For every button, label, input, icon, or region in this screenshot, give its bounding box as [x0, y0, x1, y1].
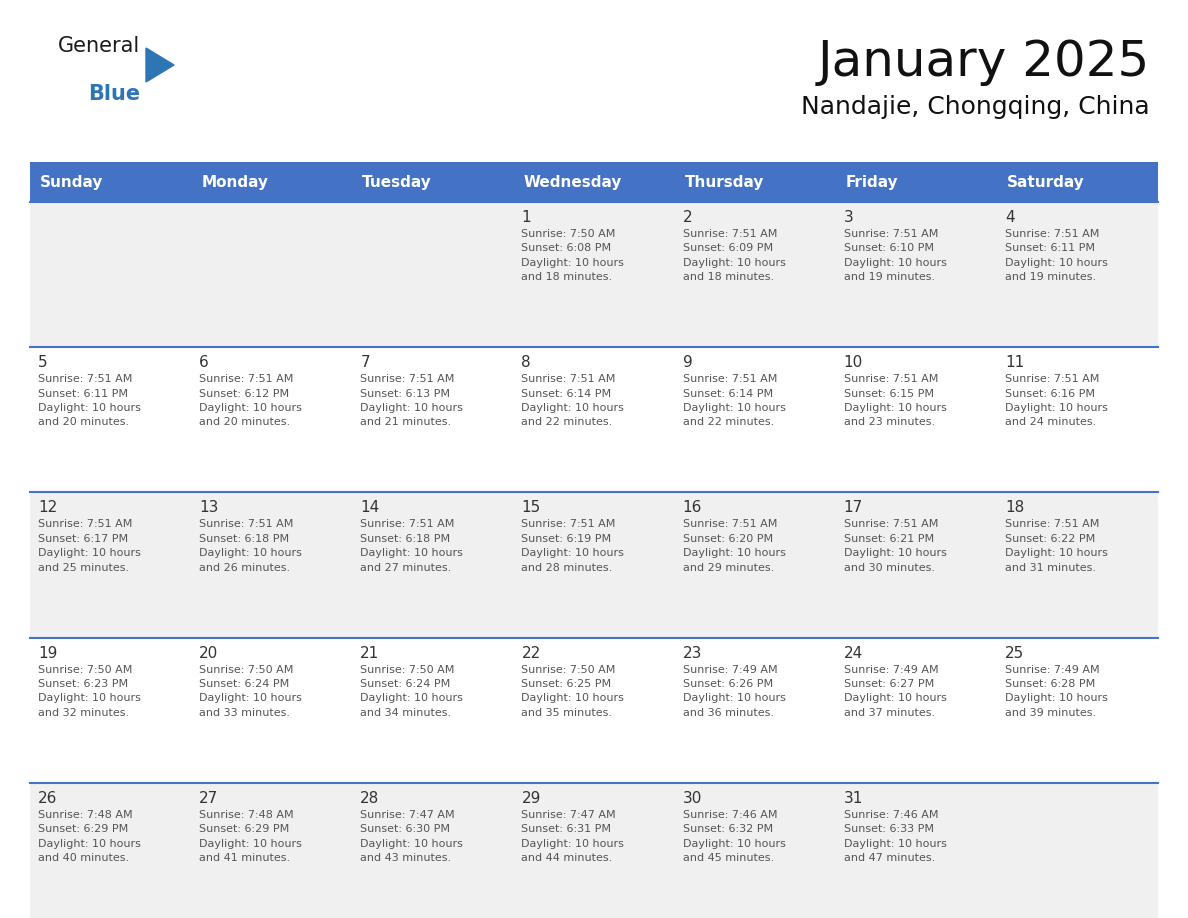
Text: Nandajie, Chongqing, China: Nandajie, Chongqing, China [802, 95, 1150, 119]
Text: 7: 7 [360, 355, 369, 370]
Text: Friday: Friday [846, 174, 898, 189]
Bar [30, 347, 1158, 492]
Text: 18: 18 [1005, 500, 1024, 515]
Text: 3: 3 [843, 210, 853, 225]
Text: Sunrise: 7:51 AM
Sunset: 6:09 PM
Daylight: 10 hours
and 18 minutes.: Sunrise: 7:51 AM Sunset: 6:09 PM Dayligh… [683, 229, 785, 282]
Text: Sunrise: 7:51 AM
Sunset: 6:10 PM
Daylight: 10 hours
and 19 minutes.: Sunrise: 7:51 AM Sunset: 6:10 PM Dayligh… [843, 229, 947, 282]
Polygon shape [146, 48, 173, 82]
Text: 8: 8 [522, 355, 531, 370]
Text: Sunrise: 7:51 AM
Sunset: 6:20 PM
Daylight: 10 hours
and 29 minutes.: Sunrise: 7:51 AM Sunset: 6:20 PM Dayligh… [683, 520, 785, 573]
Text: Sunrise: 7:47 AM
Sunset: 6:30 PM
Daylight: 10 hours
and 43 minutes.: Sunrise: 7:47 AM Sunset: 6:30 PM Dayligh… [360, 810, 463, 863]
Text: 15: 15 [522, 500, 541, 515]
Text: 19: 19 [38, 645, 57, 661]
Text: Sunrise: 7:50 AM
Sunset: 6:24 PM
Daylight: 10 hours
and 33 minutes.: Sunrise: 7:50 AM Sunset: 6:24 PM Dayligh… [200, 665, 302, 718]
Text: Sunrise: 7:51 AM
Sunset: 6:17 PM
Daylight: 10 hours
and 25 minutes.: Sunrise: 7:51 AM Sunset: 6:17 PM Dayligh… [38, 520, 141, 573]
Text: Sunrise: 7:51 AM
Sunset: 6:14 PM
Daylight: 10 hours
and 22 minutes.: Sunrise: 7:51 AM Sunset: 6:14 PM Dayligh… [683, 375, 785, 428]
Text: Blue: Blue [88, 84, 140, 104]
Bar [30, 783, 1158, 918]
Text: 12: 12 [38, 500, 57, 515]
Text: 21: 21 [360, 645, 379, 661]
Text: 5: 5 [38, 355, 48, 370]
Text: Sunrise: 7:51 AM
Sunset: 6:22 PM
Daylight: 10 hours
and 31 minutes.: Sunrise: 7:51 AM Sunset: 6:22 PM Dayligh… [1005, 520, 1107, 573]
Text: Wednesday: Wednesday [524, 174, 621, 189]
Text: 13: 13 [200, 500, 219, 515]
Text: 2: 2 [683, 210, 693, 225]
Text: 29: 29 [522, 790, 541, 806]
Text: 17: 17 [843, 500, 862, 515]
Text: 31: 31 [843, 790, 864, 806]
Text: 11: 11 [1005, 355, 1024, 370]
Text: Sunrise: 7:51 AM
Sunset: 6:12 PM
Daylight: 10 hours
and 20 minutes.: Sunrise: 7:51 AM Sunset: 6:12 PM Dayligh… [200, 375, 302, 428]
Text: 6: 6 [200, 355, 209, 370]
Text: Sunrise: 7:46 AM
Sunset: 6:32 PM
Daylight: 10 hours
and 45 minutes.: Sunrise: 7:46 AM Sunset: 6:32 PM Dayligh… [683, 810, 785, 863]
Text: Sunrise: 7:51 AM
Sunset: 6:11 PM
Daylight: 10 hours
and 19 minutes.: Sunrise: 7:51 AM Sunset: 6:11 PM Dayligh… [1005, 229, 1107, 282]
Text: January 2025: January 2025 [817, 38, 1150, 86]
Text: Sunrise: 7:47 AM
Sunset: 6:31 PM
Daylight: 10 hours
and 44 minutes.: Sunrise: 7:47 AM Sunset: 6:31 PM Dayligh… [522, 810, 625, 863]
Text: Sunrise: 7:49 AM
Sunset: 6:26 PM
Daylight: 10 hours
and 36 minutes.: Sunrise: 7:49 AM Sunset: 6:26 PM Dayligh… [683, 665, 785, 718]
Text: Sunrise: 7:51 AM
Sunset: 6:13 PM
Daylight: 10 hours
and 21 minutes.: Sunrise: 7:51 AM Sunset: 6:13 PM Dayligh… [360, 375, 463, 428]
Text: 27: 27 [200, 790, 219, 806]
Text: 24: 24 [843, 645, 862, 661]
Text: Sunrise: 7:50 AM
Sunset: 6:08 PM
Daylight: 10 hours
and 18 minutes.: Sunrise: 7:50 AM Sunset: 6:08 PM Dayligh… [522, 229, 625, 282]
Text: Sunrise: 7:51 AM
Sunset: 6:15 PM
Daylight: 10 hours
and 23 minutes.: Sunrise: 7:51 AM Sunset: 6:15 PM Dayligh… [843, 375, 947, 428]
Text: Sunrise: 7:48 AM
Sunset: 6:29 PM
Daylight: 10 hours
and 41 minutes.: Sunrise: 7:48 AM Sunset: 6:29 PM Dayligh… [200, 810, 302, 863]
Text: 22: 22 [522, 645, 541, 661]
Text: 16: 16 [683, 500, 702, 515]
Text: Sunrise: 7:49 AM
Sunset: 6:27 PM
Daylight: 10 hours
and 37 minutes.: Sunrise: 7:49 AM Sunset: 6:27 PM Dayligh… [843, 665, 947, 718]
Text: Saturday: Saturday [1007, 174, 1085, 189]
Text: 20: 20 [200, 645, 219, 661]
Text: 1: 1 [522, 210, 531, 225]
Bar [30, 638, 1158, 783]
Text: 25: 25 [1005, 645, 1024, 661]
Bar [30, 202, 1158, 347]
Text: 10: 10 [843, 355, 862, 370]
Text: Sunrise: 7:50 AM
Sunset: 6:23 PM
Daylight: 10 hours
and 32 minutes.: Sunrise: 7:50 AM Sunset: 6:23 PM Dayligh… [38, 665, 141, 718]
Text: Sunrise: 7:51 AM
Sunset: 6:18 PM
Daylight: 10 hours
and 27 minutes.: Sunrise: 7:51 AM Sunset: 6:18 PM Dayligh… [360, 520, 463, 573]
Text: 14: 14 [360, 500, 379, 515]
Text: Sunday: Sunday [40, 174, 103, 189]
Bar [30, 492, 1158, 638]
Text: Sunrise: 7:51 AM
Sunset: 6:14 PM
Daylight: 10 hours
and 22 minutes.: Sunrise: 7:51 AM Sunset: 6:14 PM Dayligh… [522, 375, 625, 428]
Text: 28: 28 [360, 790, 379, 806]
Text: Sunrise: 7:50 AM
Sunset: 6:24 PM
Daylight: 10 hours
and 34 minutes.: Sunrise: 7:50 AM Sunset: 6:24 PM Dayligh… [360, 665, 463, 718]
Text: Sunrise: 7:51 AM
Sunset: 6:11 PM
Daylight: 10 hours
and 20 minutes.: Sunrise: 7:51 AM Sunset: 6:11 PM Dayligh… [38, 375, 141, 428]
Text: Sunrise: 7:49 AM
Sunset: 6:28 PM
Daylight: 10 hours
and 39 minutes.: Sunrise: 7:49 AM Sunset: 6:28 PM Dayligh… [1005, 665, 1107, 718]
Text: 30: 30 [683, 790, 702, 806]
Text: Sunrise: 7:46 AM
Sunset: 6:33 PM
Daylight: 10 hours
and 47 minutes.: Sunrise: 7:46 AM Sunset: 6:33 PM Dayligh… [843, 810, 947, 863]
Text: Monday: Monday [201, 174, 268, 189]
Text: Sunrise: 7:51 AM
Sunset: 6:18 PM
Daylight: 10 hours
and 26 minutes.: Sunrise: 7:51 AM Sunset: 6:18 PM Dayligh… [200, 520, 302, 573]
Text: 9: 9 [683, 355, 693, 370]
Text: Sunrise: 7:48 AM
Sunset: 6:29 PM
Daylight: 10 hours
and 40 minutes.: Sunrise: 7:48 AM Sunset: 6:29 PM Dayligh… [38, 810, 141, 863]
Text: 23: 23 [683, 645, 702, 661]
Text: Sunrise: 7:51 AM
Sunset: 6:16 PM
Daylight: 10 hours
and 24 minutes.: Sunrise: 7:51 AM Sunset: 6:16 PM Dayligh… [1005, 375, 1107, 428]
Text: Sunrise: 7:50 AM
Sunset: 6:25 PM
Daylight: 10 hours
and 35 minutes.: Sunrise: 7:50 AM Sunset: 6:25 PM Dayligh… [522, 665, 625, 718]
Text: Tuesday: Tuesday [362, 174, 432, 189]
Text: 4: 4 [1005, 210, 1015, 225]
Text: Sunrise: 7:51 AM
Sunset: 6:21 PM
Daylight: 10 hours
and 30 minutes.: Sunrise: 7:51 AM Sunset: 6:21 PM Dayligh… [843, 520, 947, 573]
Text: General: General [58, 36, 140, 56]
Text: Sunrise: 7:51 AM
Sunset: 6:19 PM
Daylight: 10 hours
and 28 minutes.: Sunrise: 7:51 AM Sunset: 6:19 PM Dayligh… [522, 520, 625, 573]
Bar [30, 162, 1158, 202]
Text: Thursday: Thursday [684, 174, 764, 189]
Text: 26: 26 [38, 790, 57, 806]
